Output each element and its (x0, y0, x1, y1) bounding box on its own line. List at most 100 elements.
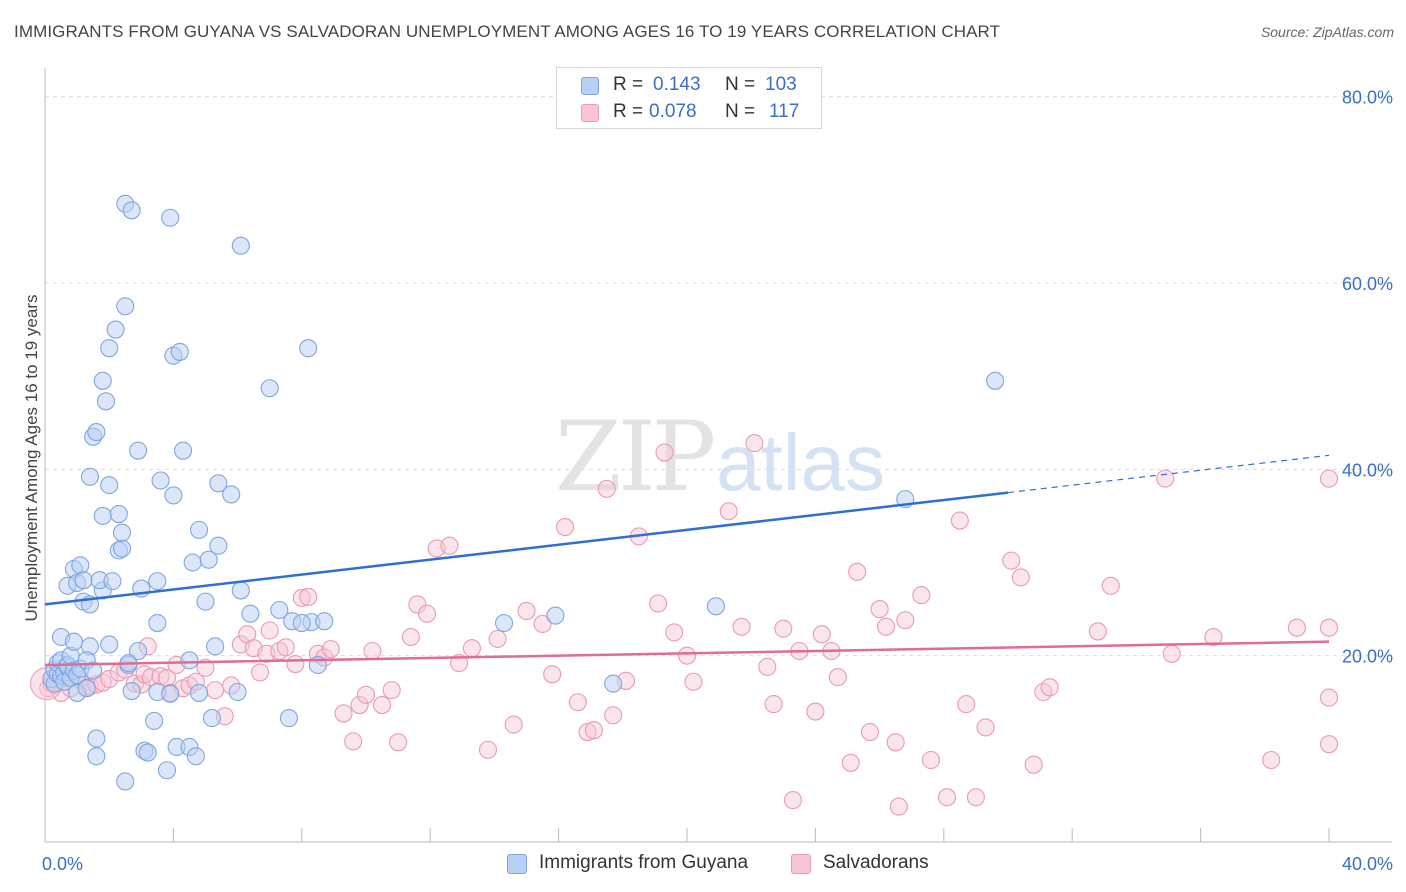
x-tick-label: 40.0% (1342, 854, 1393, 874)
guyana-point (186, 747, 205, 766)
guyana-point (161, 684, 180, 703)
salvadoran-point (363, 641, 382, 661)
salvadoran-point (1034, 682, 1053, 702)
salvadoran-point (841, 753, 860, 772)
guyana-point (279, 709, 299, 728)
legend-n-label: N = (725, 101, 756, 122)
salvadoran-point (1287, 618, 1306, 637)
salvadoran-point (1319, 469, 1339, 488)
guyana-point (74, 571, 93, 590)
salvadoran-point (1262, 750, 1281, 770)
guyana-point (292, 613, 311, 633)
guyana-point (196, 592, 215, 611)
guyana-point (106, 320, 125, 339)
guyana-point (148, 613, 167, 633)
x-tick-label: 0.0% (42, 854, 83, 874)
guyana-point (706, 597, 725, 616)
salvadoran-point (719, 502, 738, 521)
salvadoran-point (828, 668, 847, 687)
salvadoran-point (276, 638, 295, 657)
guyana-point (122, 682, 141, 701)
guyana-point (202, 709, 221, 728)
salvadoran-point (100, 669, 119, 689)
guyana-point (190, 520, 209, 539)
guyana-point (100, 635, 119, 654)
salvadoran-point (677, 646, 697, 665)
salvadoran-point (1101, 576, 1120, 595)
guyana-point (241, 604, 260, 623)
legend-n-value: 117 (769, 101, 800, 122)
salvadoran-point (417, 604, 437, 623)
salvadoran-point (665, 623, 684, 642)
guyana-point (100, 339, 119, 358)
guyana-point (112, 539, 132, 558)
salvadoran-point (584, 721, 603, 740)
salvadoran-point (504, 715, 523, 734)
stats-legend: R = 0.143 N = 103 R = 0.078 N = 117 (556, 67, 822, 129)
guyana-point (180, 651, 199, 670)
watermark-zip: ZIP (555, 401, 714, 513)
guyana-point (116, 297, 135, 316)
guyana-point (270, 600, 289, 620)
legend-r-value: 0.078 (649, 101, 697, 122)
salvadoran-point (806, 702, 825, 721)
salvadoran-point (401, 627, 420, 647)
salvadoran-point (976, 718, 995, 737)
guyana-point (77, 679, 96, 698)
guyana-point (100, 476, 119, 495)
watermark-atlas: atlas (716, 418, 885, 507)
guyana-point (161, 208, 180, 227)
salvadoran-point (604, 706, 623, 725)
guyana-point (604, 674, 623, 693)
grid-lines (45, 96, 1392, 657)
salvadoran-point (889, 797, 908, 816)
salvadoran-point (356, 685, 376, 704)
guyana-point (151, 471, 170, 490)
guyana-point (148, 572, 167, 591)
guyana-point (209, 474, 228, 493)
guyana-point (129, 441, 148, 460)
guyana-point (145, 711, 164, 730)
salvadoran-point (1002, 551, 1021, 570)
salvadoran-point (1204, 627, 1223, 647)
salvadoran-point (1011, 568, 1030, 587)
salvadoran-point (251, 663, 270, 682)
salvadoran-point (206, 681, 225, 700)
guyana-point (87, 747, 106, 766)
source-label: Source: ZipAtlas.com (1260, 24, 1394, 40)
guyana-point (222, 485, 241, 504)
salvadoran-point (870, 600, 889, 619)
guyana-point (93, 371, 112, 390)
guyana-point (164, 486, 183, 505)
salvadoran-point (1319, 618, 1339, 637)
guyana-point (231, 236, 250, 255)
salvadoran-point (408, 595, 427, 614)
guyana-point (138, 743, 157, 762)
salvadoran-point (478, 740, 498, 759)
guyana-point (986, 371, 1005, 390)
tick-labels: 20.0% 40.0% 60.0% 80.0% 0.0% 40.0% (42, 88, 1393, 874)
legend-r-value: 0.143 (653, 74, 701, 95)
salvadoran-point (517, 601, 536, 620)
guyana-point (546, 606, 565, 625)
salvadorans-points (30, 434, 1339, 816)
guyana-point (299, 339, 318, 358)
guyana-point (199, 550, 218, 569)
salvadoran-point (1156, 469, 1175, 488)
guyana-point (87, 422, 106, 442)
salvadoran-point (533, 614, 552, 634)
guyana-point (206, 637, 225, 656)
salvadoran-point (655, 443, 674, 462)
guyana-point (129, 641, 148, 661)
salvadoran-point (745, 434, 764, 453)
salvadoran-point (286, 654, 305, 674)
guyana-point (173, 441, 193, 460)
guyana-point (109, 504, 128, 524)
guyana-point (71, 556, 90, 575)
guyana-point (96, 392, 116, 411)
salvadoran-point (966, 788, 985, 807)
series-swatch-salvadorans (791, 854, 811, 874)
salvadoran-point (488, 629, 507, 648)
salvadoran-point (321, 640, 340, 659)
salvadoran-point (299, 587, 318, 607)
